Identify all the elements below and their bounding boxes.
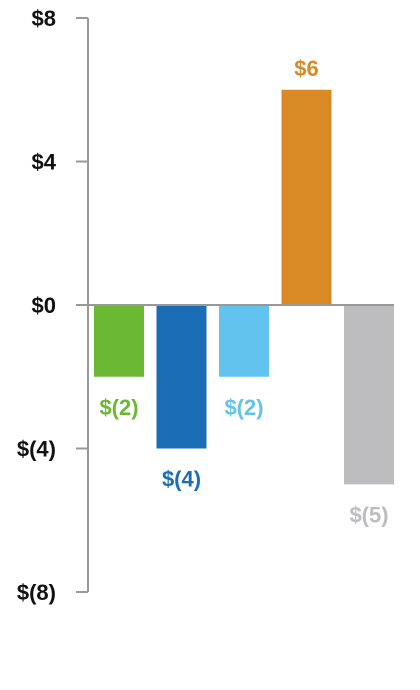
y-tick-label: $8 [32, 6, 56, 31]
bar [156, 305, 207, 449]
bar [281, 89, 332, 305]
y-tick-label: $4 [32, 150, 57, 175]
y-tick-label: $(8) [17, 580, 56, 605]
bars-layer [94, 89, 394, 485]
bar [94, 305, 144, 377]
data-label: $6 [294, 56, 318, 81]
data-label: $(2) [224, 395, 263, 420]
bar [219, 305, 269, 377]
data-label: $(5) [349, 502, 388, 527]
y-tick-label: $(4) [17, 437, 56, 462]
y-tick-label: $0 [32, 293, 56, 318]
data-label: $(4) [162, 467, 201, 492]
data-label: $(2) [99, 395, 138, 420]
labels-layer: $(2) $(4) $(2) $6 $(5) [88, 56, 394, 527]
bar [344, 305, 394, 485]
